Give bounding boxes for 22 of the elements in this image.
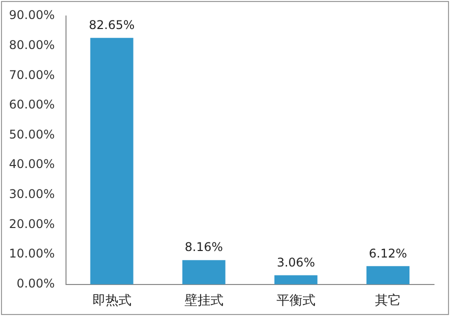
y-tick-label: 0.00%	[16, 276, 55, 291]
y-tick-label: 10.00%	[8, 246, 55, 261]
data-label: 3.06%	[276, 255, 315, 270]
x-tick-label: 壁挂式	[184, 294, 224, 309]
x-tick-label: 即热式	[92, 294, 132, 309]
data-label: 8.16%	[184, 240, 223, 254]
bar	[182, 260, 226, 284]
bar	[90, 38, 134, 284]
x-tick-label: 平衡式	[276, 294, 316, 309]
y-tick-label: 90.00%	[8, 8, 55, 22]
y-tick-label: 60.00%	[8, 98, 55, 112]
bar	[274, 275, 318, 284]
y-tick-label: 50.00%	[8, 127, 55, 142]
y-tick-label: 30.00%	[8, 187, 55, 202]
y-tick-label: 80.00%	[8, 38, 55, 52]
x-tick-label: 其它	[374, 292, 401, 309]
y-tick-label: 40.00%	[8, 157, 55, 172]
bar	[366, 266, 410, 284]
data-label: 82.65%	[88, 18, 135, 32]
data-label: 6.12%	[368, 246, 408, 260]
y-tick-label: 20.00%	[8, 216, 55, 231]
y-tick-label: 70.00%	[8, 68, 55, 82]
